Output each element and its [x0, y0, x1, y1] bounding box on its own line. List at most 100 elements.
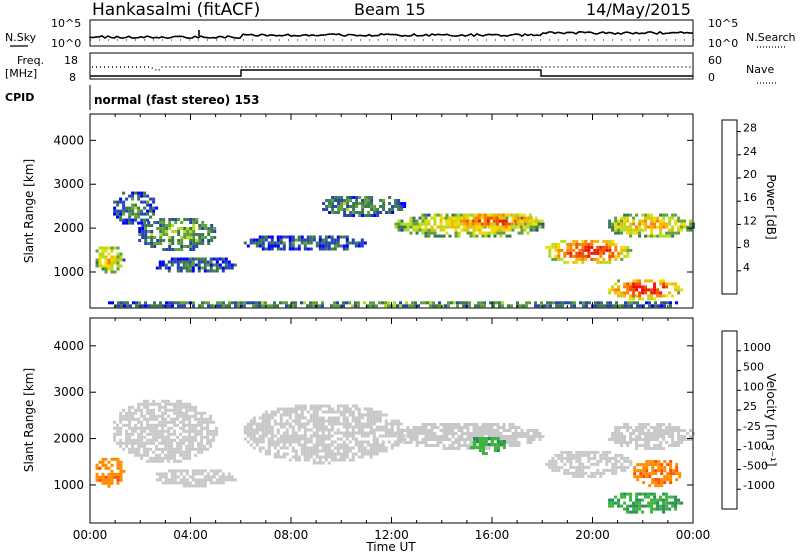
echo-cell	[207, 233, 211, 236]
echo-cell	[593, 456, 597, 460]
echo-cell	[364, 214, 368, 217]
echo-cell	[647, 495, 651, 499]
echo-cell	[291, 419, 295, 423]
echo-cell	[369, 304, 372, 308]
echo-cell	[629, 234, 633, 238]
echo-cell	[285, 434, 289, 438]
echo-cell	[593, 453, 597, 457]
echo-cell	[400, 202, 404, 205]
echo-cell	[379, 205, 383, 208]
echo-cell	[309, 301, 312, 305]
echo-cell	[502, 231, 506, 235]
echo-cell	[206, 432, 210, 436]
echo-cell	[177, 218, 181, 221]
echo-cell	[645, 472, 649, 476]
echo-cell	[662, 510, 666, 514]
echo-cell	[554, 242, 558, 246]
echo-cell	[258, 425, 262, 429]
echo-cell	[137, 420, 141, 424]
echo-cell	[191, 441, 195, 445]
echo-cell	[267, 304, 270, 308]
echo-cell	[95, 261, 99, 265]
echo-cell	[324, 404, 328, 408]
echo-cell	[183, 304, 186, 308]
echo-cell	[116, 264, 120, 268]
echo-cell	[116, 423, 120, 427]
echo-cell	[581, 471, 585, 475]
echo-cell	[282, 301, 285, 305]
echo-cell	[508, 228, 512, 232]
echo-cell	[327, 431, 331, 435]
echo-cell	[294, 449, 298, 453]
echo-cell	[337, 202, 341, 205]
echo-cell	[659, 507, 663, 511]
echo-cell	[294, 410, 298, 414]
echo-cell	[638, 228, 642, 232]
echo-cell	[611, 435, 615, 438]
echo-cell	[168, 239, 172, 242]
echo-cell	[632, 501, 636, 505]
echo-cell	[164, 423, 168, 427]
echo-cell	[306, 455, 310, 459]
echo-cell	[339, 458, 343, 462]
echo-cell	[167, 441, 171, 445]
echo-cell	[185, 472, 189, 476]
echo-cell	[674, 507, 678, 511]
echo-cell	[279, 238, 283, 242]
echo-cell	[489, 213, 493, 217]
echo-cell	[517, 444, 521, 447]
echo-cell	[535, 225, 539, 229]
echo-cell	[192, 233, 196, 236]
echo-cell	[137, 408, 141, 412]
echo-cell	[183, 301, 186, 305]
echo-cell	[333, 440, 337, 444]
echo-cell	[560, 450, 564, 454]
echo-cell	[490, 443, 494, 446]
echo-cell	[101, 255, 105, 259]
echo-cell	[436, 213, 440, 217]
echo-cell	[644, 234, 648, 238]
echo-cell	[566, 456, 570, 460]
echo-cell	[134, 441, 138, 445]
echo-cell	[195, 239, 199, 242]
echo-cell	[191, 478, 195, 482]
echo-cell	[647, 447, 651, 450]
echo-cell	[258, 416, 262, 420]
echo-cell	[101, 463, 105, 467]
echo-cell	[180, 221, 184, 224]
echo-cell	[620, 219, 624, 223]
echo-cell	[339, 452, 343, 456]
echo-cell	[162, 221, 166, 224]
velocity-panel: 00:00 04:00 08:00 12:00 16:00 20:00 00:0010002…	[22, 317, 710, 554]
echo-cell	[644, 504, 648, 508]
echo-cell	[532, 225, 536, 229]
echo-cell	[421, 222, 425, 226]
echo-cell	[162, 218, 166, 221]
echo-cell	[517, 426, 521, 429]
echo-cell	[153, 236, 157, 239]
echo-cell	[143, 450, 147, 454]
echo-cell	[143, 444, 147, 448]
echo-cell	[638, 507, 642, 511]
echo-cell	[285, 428, 289, 432]
echo-cell	[372, 301, 375, 305]
echo-cell	[638, 504, 642, 508]
echo-cell	[614, 453, 618, 457]
echo-cell	[617, 465, 621, 469]
echo-cell	[457, 231, 461, 235]
echo-cell	[629, 213, 633, 217]
echo-cell	[447, 304, 450, 308]
echo-cell	[478, 443, 482, 446]
echo-cell	[110, 255, 114, 259]
echo-cell	[351, 431, 355, 435]
echo-cell	[167, 481, 171, 485]
echo-cell	[176, 441, 180, 445]
echo-cell	[602, 468, 606, 472]
echo-cell	[363, 449, 367, 453]
echo-cell	[656, 426, 660, 429]
echo-cell	[191, 405, 195, 409]
echo-cell	[629, 248, 633, 252]
echo-cell	[194, 438, 198, 442]
echo-cell	[119, 255, 123, 259]
echo-cell	[501, 222, 505, 226]
